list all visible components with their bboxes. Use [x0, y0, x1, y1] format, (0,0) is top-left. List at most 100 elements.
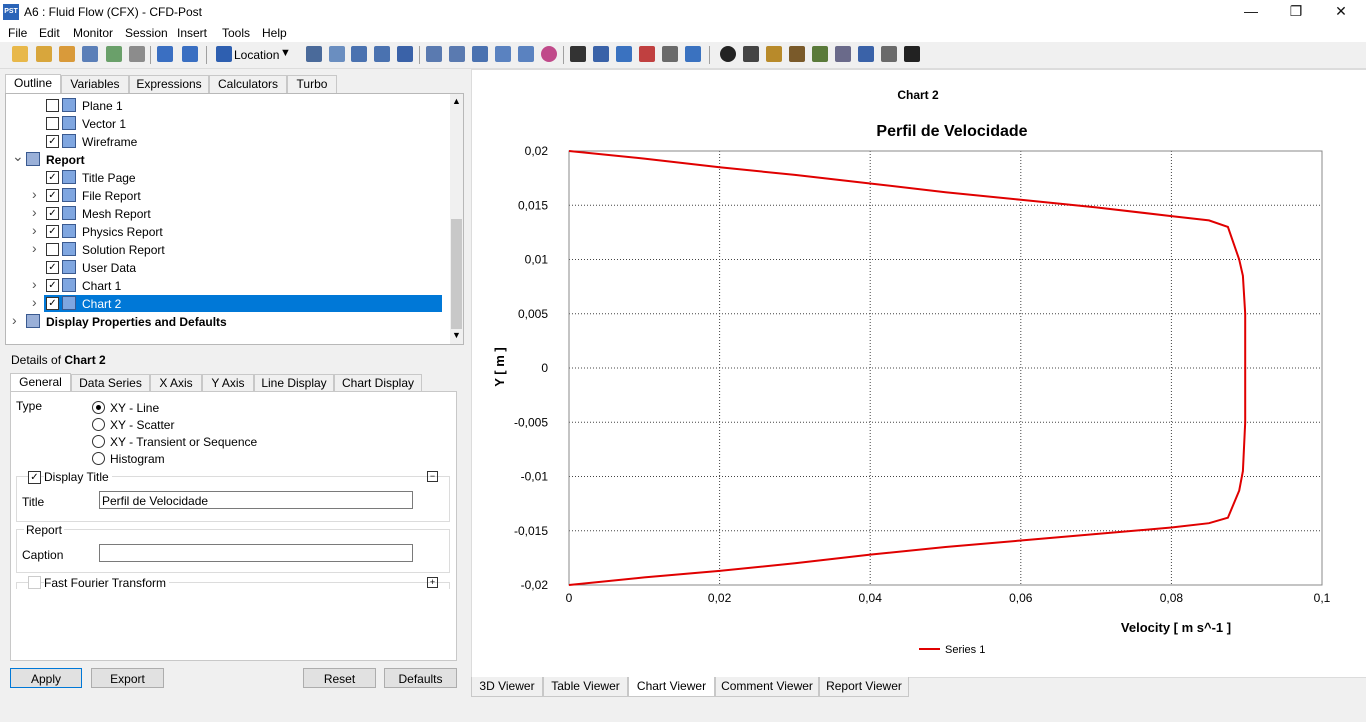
defaults-button[interactable]: Defaults — [384, 668, 457, 688]
tab-x-axis[interactable]: X Axis — [150, 374, 202, 392]
quick-editor-icon[interactable] — [766, 46, 782, 62]
tab-expressions[interactable]: Expressions — [129, 75, 209, 93]
radio-xy-scatter[interactable] — [92, 418, 105, 431]
streamline-icon[interactable] — [351, 46, 367, 62]
radio-xy-line[interactable] — [92, 401, 105, 414]
tree-checkbox[interactable] — [46, 117, 59, 130]
load-results-icon[interactable] — [36, 46, 52, 62]
chevron-right-icon[interactable]: › — [32, 186, 37, 202]
tree-item-title-page[interactable]: ✓ Title Page — [6, 169, 446, 187]
scroll-thumb[interactable] — [451, 219, 462, 329]
tab-chart-viewer[interactable]: Chart Viewer — [628, 677, 715, 697]
radio-xy-scatter-label[interactable]: XY - Scatter — [110, 418, 175, 432]
close-button[interactable]: ✕ — [1335, 3, 1347, 19]
case-comparison-icon[interactable] — [881, 46, 897, 62]
chevron-down-icon[interactable]: ⌄ — [12, 148, 24, 164]
tree-item-file-report[interactable]: › ✓ File Report — [6, 186, 446, 205]
vector-icon[interactable] — [306, 46, 322, 62]
caption-input[interactable] — [99, 544, 413, 562]
clip-plane-icon[interactable] — [518, 46, 534, 62]
redo-icon[interactable] — [182, 46, 198, 62]
tab-variables[interactable]: Variables — [61, 75, 129, 93]
tab-turbo[interactable]: Turbo — [287, 75, 337, 93]
legend-icon[interactable] — [472, 46, 488, 62]
tab-chart-display[interactable]: Chart Display — [334, 374, 422, 392]
text-icon[interactable] — [426, 46, 442, 62]
chart-icon[interactable] — [639, 46, 655, 62]
tree-item-chart-2[interactable]: › ✓ Chart 2 — [6, 294, 446, 313]
tree-item-display-properties-and-defaults[interactable]: › Display Properties and Defaults — [6, 312, 446, 331]
tree-item-wireframe[interactable]: ✓ Wireframe — [6, 133, 446, 151]
menu-help[interactable]: Help — [262, 26, 287, 40]
menu-monitor[interactable]: Monitor — [73, 26, 114, 40]
chevron-right-icon[interactable]: › — [32, 276, 37, 292]
tree-item-plane-1[interactable]: Plane 1 — [6, 97, 446, 115]
contour-icon[interactable] — [329, 46, 345, 62]
particle-track-icon[interactable] — [374, 46, 390, 62]
radio-xy-transient[interactable] — [92, 435, 105, 448]
chevron-right-icon[interactable]: › — [12, 312, 17, 328]
radio-histogram-label[interactable]: Histogram — [110, 452, 165, 466]
expression-icon[interactable] — [593, 46, 609, 62]
chevron-right-icon[interactable]: › — [32, 222, 37, 238]
scroll-down-icon[interactable]: ▼ — [452, 330, 461, 340]
animation-icon[interactable] — [743, 46, 759, 62]
refresh-icon[interactable] — [106, 46, 122, 62]
tree-scrollbar[interactable]: ▲ ▼ — [450, 94, 463, 344]
mesh-calculator-icon[interactable] — [858, 46, 874, 62]
tab-data-series[interactable]: Data Series — [71, 374, 150, 392]
display-title-checkbox[interactable]: ✓ — [28, 471, 41, 484]
tab-table-viewer[interactable]: Table Viewer — [543, 677, 628, 697]
scroll-up-icon[interactable]: ▲ — [452, 96, 461, 106]
function-calculator-icon[interactable] — [812, 46, 828, 62]
tree-item-report[interactable]: ⌄ Report — [6, 148, 446, 169]
comment-icon[interactable] — [662, 46, 678, 62]
tree-item-chart-1[interactable]: › ✓ Chart 1 — [6, 276, 446, 295]
tree-checkbox[interactable]: ✓ — [46, 135, 59, 148]
menu-insert[interactable]: Insert — [177, 26, 208, 40]
apply-button[interactable]: Apply — [10, 668, 82, 688]
tree-item-user-data[interactable]: ✓ User Data — [6, 259, 446, 277]
tree-item-mesh-report[interactable]: › ✓ Mesh Report — [6, 204, 446, 223]
tab-line-display[interactable]: Line Display — [254, 374, 334, 392]
undo-icon[interactable] — [157, 46, 173, 62]
command-editor-icon[interactable] — [904, 46, 920, 62]
tab-3d-viewer[interactable]: 3D Viewer — [471, 677, 543, 697]
tab-outline[interactable]: Outline — [5, 74, 61, 94]
menu-session[interactable]: Session — [125, 26, 168, 40]
menu-file[interactable]: File — [8, 26, 28, 40]
tree-checkbox[interactable]: ✓ — [46, 297, 59, 310]
tab-calculators[interactable]: Calculators — [209, 75, 287, 93]
radio-xy-transient-label[interactable]: XY - Transient or Sequence — [110, 435, 258, 449]
chart-viewer[interactable]: Chart 2 Perfil de Velocidade 0 0,02 0,04 0,… — [471, 69, 1366, 678]
location-dropdown[interactable]: Location ▼ — [213, 45, 293, 65]
tab-comment-viewer[interactable]: Comment Viewer — [715, 677, 819, 697]
menu-edit[interactable]: Edit — [39, 26, 60, 40]
variable-icon[interactable] — [570, 46, 586, 62]
tree-checkbox[interactable]: ✓ — [46, 171, 59, 184]
tree-item-vector-1[interactable]: Vector 1 — [6, 115, 446, 133]
tree-checkbox[interactable]: ✓ — [46, 225, 59, 238]
tab-general[interactable]: General — [10, 373, 71, 393]
tree-checkbox[interactable] — [46, 99, 59, 112]
export-button[interactable]: Export — [91, 668, 164, 688]
color-map-icon[interactable] — [541, 46, 557, 62]
maximize-button[interactable]: ❐ — [1289, 3, 1303, 19]
fft-checkbox[interactable] — [28, 576, 41, 589]
expand-icon[interactable]: + — [427, 577, 438, 588]
figure-icon[interactable] — [685, 46, 701, 62]
timestep-icon[interactable] — [720, 46, 736, 62]
tree-checkbox[interactable] — [46, 243, 59, 256]
tree-checkbox[interactable]: ✓ — [46, 207, 59, 220]
tree-item-solution-report[interactable]: › Solution Report — [6, 240, 446, 259]
probe-icon[interactable] — [789, 46, 805, 62]
instance-transform-icon[interactable] — [495, 46, 511, 62]
screenshot-icon[interactable] — [129, 46, 145, 62]
table-icon[interactable] — [616, 46, 632, 62]
radio-xy-line-label[interactable]: XY - Line — [110, 401, 160, 415]
save-state-icon[interactable] — [82, 46, 98, 62]
volume-rendering-icon[interactable] — [397, 46, 413, 62]
title-input[interactable]: Perfil de Velocidade — [99, 491, 413, 509]
tree-checkbox[interactable]: ✓ — [46, 189, 59, 202]
collapse-icon[interactable]: − — [427, 471, 438, 482]
